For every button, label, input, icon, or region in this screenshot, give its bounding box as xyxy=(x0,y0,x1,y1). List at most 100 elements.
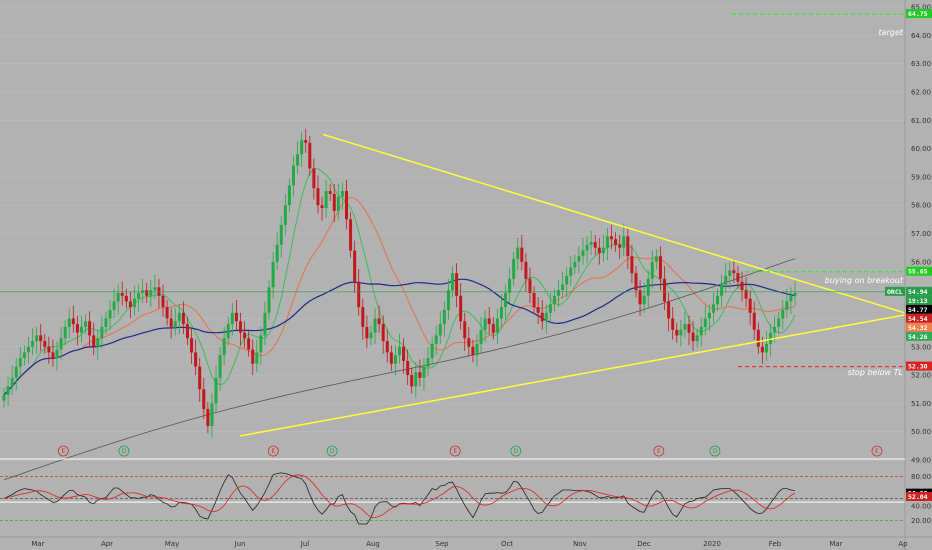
candle-body xyxy=(31,341,35,347)
candle-body xyxy=(663,278,667,302)
candle-body xyxy=(707,312,711,319)
candle-body xyxy=(557,290,561,296)
candle-body xyxy=(43,341,47,347)
candle-body xyxy=(59,338,63,350)
candle-body xyxy=(283,205,287,226)
candle-body xyxy=(455,273,459,296)
candle-body xyxy=(634,273,638,291)
candle-body xyxy=(487,318,491,325)
candle-body xyxy=(312,168,316,189)
candle-body xyxy=(402,346,406,361)
time-tick-label: Jun xyxy=(234,540,246,548)
price-label: 64.75 xyxy=(908,10,928,18)
candle-body xyxy=(234,312,238,322)
candle-body xyxy=(687,324,691,333)
candle-body xyxy=(393,355,397,364)
candle-body xyxy=(35,335,39,342)
candle-body xyxy=(544,312,548,322)
candle-body xyxy=(520,247,524,262)
candle-body xyxy=(349,219,353,251)
candle-body xyxy=(291,165,295,186)
time-tick-label: Dec xyxy=(637,540,651,548)
candle-body xyxy=(785,301,789,310)
rsi-tick-label: 40.00 xyxy=(911,502,931,510)
price-label-bg xyxy=(906,313,932,323)
price-label: 19:13 xyxy=(908,297,928,305)
candle-body xyxy=(646,278,650,296)
candle-body xyxy=(304,140,308,143)
candle-body xyxy=(748,298,752,313)
candle-body xyxy=(781,309,785,319)
candle-body xyxy=(638,290,642,305)
time-tick-label: Aug xyxy=(366,540,380,548)
candle-body xyxy=(22,352,26,359)
price-label: 54.26 xyxy=(908,333,928,341)
candle-body xyxy=(463,321,467,339)
event-marker xyxy=(57,445,69,457)
candle-body xyxy=(548,304,552,313)
candle-body xyxy=(198,366,202,390)
candle-body xyxy=(728,270,732,276)
candle-body xyxy=(418,372,422,378)
event-marker xyxy=(871,445,883,457)
time-tick-label: 2020 xyxy=(703,540,721,548)
price-tick-label: 59.00 xyxy=(911,173,931,181)
candle-body xyxy=(243,332,247,339)
candle-body xyxy=(128,301,132,308)
candle-body xyxy=(336,196,340,211)
candle-body xyxy=(740,281,744,291)
price-label: 54.77 xyxy=(908,306,928,314)
candle-body xyxy=(71,318,75,325)
price-tick-label: 56.00 xyxy=(911,258,931,266)
ma-200-line xyxy=(3,258,796,481)
candle-body xyxy=(536,307,540,313)
price-label-bg xyxy=(906,304,932,314)
candle-body xyxy=(116,292,120,302)
candle-body xyxy=(597,247,601,254)
candle-body xyxy=(610,236,614,240)
candle-body xyxy=(218,355,222,378)
time-tick-label: Nov xyxy=(573,540,587,548)
price-label: 52.30 xyxy=(908,363,928,371)
candle-body xyxy=(275,244,279,262)
candle-body xyxy=(100,326,104,339)
candle-body xyxy=(63,326,67,339)
candle-body xyxy=(67,318,71,327)
candle-body xyxy=(585,244,589,251)
rsi-tick-label: 80.00 xyxy=(911,473,931,481)
candle-body xyxy=(695,335,699,342)
candle-body xyxy=(108,309,112,319)
event-marker xyxy=(653,445,665,457)
candle-body xyxy=(667,301,671,319)
candle-body xyxy=(190,338,194,353)
candle-body xyxy=(202,389,206,410)
candle-body xyxy=(124,295,128,302)
candle-body xyxy=(475,343,479,356)
candle-body xyxy=(263,312,267,336)
candle-body xyxy=(361,307,365,327)
candle-body xyxy=(467,338,471,347)
time-tick-label: Oct xyxy=(501,540,513,548)
event-marker xyxy=(118,445,130,457)
candle-body xyxy=(716,295,720,305)
price-tick-label: 50.00 xyxy=(911,428,931,436)
candle-body xyxy=(96,338,100,347)
candle-body xyxy=(479,329,483,344)
price-label-bg xyxy=(906,286,932,296)
event-marker xyxy=(709,445,721,457)
time-tick-label: Mar xyxy=(829,540,842,548)
candle-body xyxy=(793,292,797,296)
candle-body xyxy=(340,191,344,197)
candle-body xyxy=(752,312,756,330)
candle-body xyxy=(222,338,226,356)
candle-body xyxy=(255,352,259,364)
candle-body xyxy=(760,346,764,353)
candle-body xyxy=(581,250,585,257)
candle-body xyxy=(605,236,609,248)
candle-body xyxy=(471,346,475,356)
price-label: 55.65 xyxy=(908,268,928,276)
candle-body xyxy=(622,236,626,248)
candle-body xyxy=(626,236,630,257)
